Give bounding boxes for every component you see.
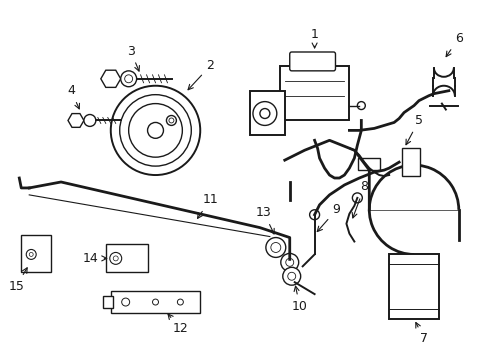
Bar — [401, 148, 419, 176]
Circle shape — [265, 238, 285, 257]
Bar — [21, 235, 51, 272]
Circle shape — [260, 109, 269, 118]
Text: 4: 4 — [67, 84, 80, 109]
Text: 11: 11 — [197, 193, 218, 219]
Circle shape — [168, 118, 174, 123]
Text: 12: 12 — [168, 314, 188, 336]
Circle shape — [352, 193, 362, 203]
Circle shape — [357, 102, 365, 109]
Bar — [279, 66, 349, 121]
Bar — [249, 91, 284, 135]
Polygon shape — [101, 70, 121, 87]
Circle shape — [166, 116, 176, 125]
Text: 3: 3 — [126, 45, 139, 71]
Bar — [105, 244, 147, 272]
Polygon shape — [68, 114, 84, 127]
FancyBboxPatch shape — [289, 52, 335, 71]
Circle shape — [285, 258, 293, 266]
Text: 2: 2 — [188, 59, 214, 90]
Text: 9: 9 — [317, 203, 340, 231]
Circle shape — [124, 75, 132, 83]
Circle shape — [177, 299, 183, 305]
Circle shape — [287, 272, 295, 280]
Circle shape — [113, 256, 118, 261]
Circle shape — [109, 252, 122, 264]
Bar — [388, 255, 438, 319]
Circle shape — [270, 243, 280, 252]
Text: 15: 15 — [8, 268, 27, 293]
Circle shape — [122, 298, 129, 306]
Circle shape — [252, 102, 276, 125]
Text: 7: 7 — [415, 323, 427, 345]
Text: 5: 5 — [405, 114, 422, 145]
Circle shape — [309, 210, 319, 220]
Bar — [358, 158, 380, 170]
Circle shape — [152, 299, 158, 305]
Circle shape — [111, 86, 200, 175]
Text: 8: 8 — [351, 180, 367, 218]
Circle shape — [26, 249, 36, 260]
Text: 14: 14 — [83, 252, 106, 265]
Text: 6: 6 — [445, 32, 462, 57]
Circle shape — [120, 95, 191, 166]
Circle shape — [280, 253, 298, 271]
Bar — [102, 296, 113, 308]
Circle shape — [121, 71, 136, 87]
Bar — [111, 291, 200, 313]
Text: 10: 10 — [291, 286, 307, 312]
Text: 1: 1 — [310, 28, 318, 48]
Text: 13: 13 — [256, 206, 274, 234]
Circle shape — [128, 104, 182, 157]
Circle shape — [29, 252, 33, 256]
Circle shape — [282, 267, 300, 285]
Circle shape — [147, 122, 163, 138]
Circle shape — [84, 114, 96, 126]
